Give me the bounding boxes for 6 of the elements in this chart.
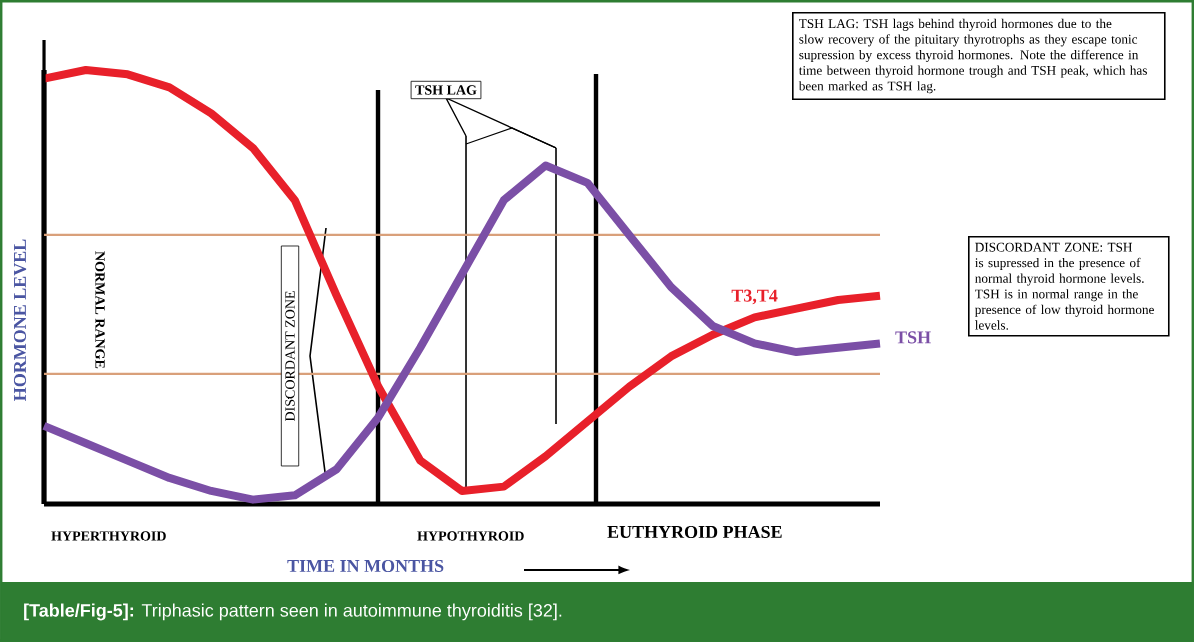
text: EUTHYROID PHASE <box>607 525 782 539</box>
series-label: TSH <box>895 331 931 344</box>
text: [Table/Fig-5]: Triphasic pattern seen in autoimmune thyroiditis [32]. <box>24 603 562 621</box>
y-axis-title: HORMONE LEVEL <box>13 239 27 401</box>
x-axis-title: TIME IN MONTHS <box>287 559 444 573</box>
series-label: T3,T4 <box>731 289 778 305</box>
